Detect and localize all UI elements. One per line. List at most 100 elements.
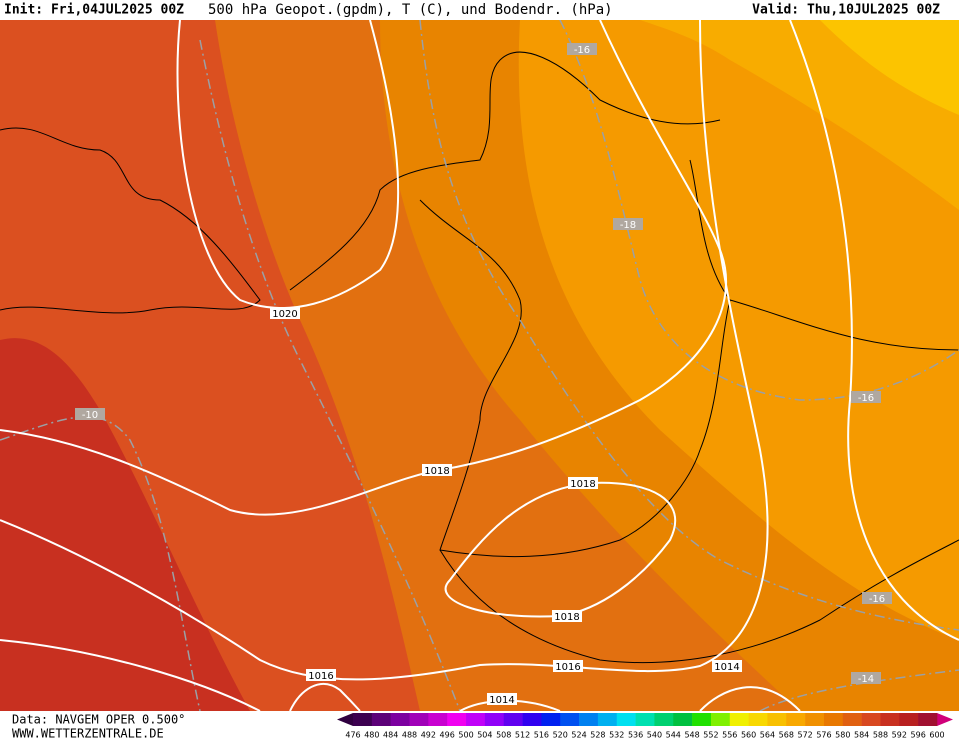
temperature-label-box: [613, 218, 643, 230]
header-band: [0, 0, 959, 20]
colorbar-label: 548: [684, 731, 699, 740]
colorbar-swatch: [353, 713, 373, 726]
data-source: Data: NAVGEM OPER 0.500°: [12, 713, 185, 727]
isobar: [176, 19, 400, 309]
colorbar-swatch: [842, 713, 862, 726]
colorbar-swatch: [409, 713, 429, 726]
isobar-label-box: [422, 464, 452, 476]
colorbar-label: 552: [703, 731, 718, 740]
isobar-labels: 1020 1018 1018 1018 1016 1016 1014 1014: [270, 307, 742, 706]
isobar: [789, 19, 959, 641]
isobar: [699, 686, 801, 712]
colorbar-swatch: [597, 713, 618, 726]
temperature-label-box: [567, 43, 597, 55]
isobars: [0, 19, 959, 712]
colorbar-swatch: [823, 713, 844, 726]
colorbar-label: 484: [383, 731, 398, 740]
colorbar-label: 488: [402, 731, 417, 740]
colorbar-label: 496: [440, 731, 455, 740]
colorbar-swatch: [880, 713, 900, 726]
isotherm: [199, 39, 461, 712]
isobar-label: 1014: [714, 662, 739, 673]
colorbar-label: 536: [628, 731, 643, 740]
map-title: 500 hPa Geopot.(gpdm), T (C), und Bodend…: [208, 2, 613, 18]
isobar: [0, 19, 769, 681]
temperature-lines: [0, 19, 959, 712]
colorbar-label: 584: [854, 731, 869, 740]
temperature-label-box: [862, 592, 892, 604]
colorbar-label: 508: [496, 731, 511, 740]
isobar: [0, 639, 261, 712]
colorbar-label: 556: [722, 731, 737, 740]
colorbar-swatch: [692, 713, 712, 726]
colorbar-swatch: [466, 713, 486, 726]
colorbar-swatch: [616, 713, 636, 726]
colorbar-swatch: [428, 713, 448, 726]
colorbar-label: 512: [515, 731, 530, 740]
colorbar-label: 560: [741, 731, 756, 740]
colorbar-swatch: [899, 713, 919, 726]
colorbar-swatch: [390, 713, 410, 726]
temperature-label-box: [851, 672, 881, 684]
border: [419, 159, 731, 558]
colorbar-swatch: [541, 713, 561, 726]
isotherm: [559, 19, 959, 401]
isobar-label-box: [270, 307, 300, 319]
colorbar-swatch: [522, 713, 542, 726]
colorbar-swatch: [729, 713, 749, 726]
colorbar-label: 540: [647, 731, 662, 740]
colorbar-swatch: [654, 713, 674, 726]
temperature-label: -18: [620, 220, 636, 231]
temperature-label: -16: [858, 393, 874, 404]
isobar-label: 1018: [424, 466, 449, 477]
colorbar-swatch: [673, 713, 693, 726]
colorbar-label: 532: [609, 731, 624, 740]
colorbar-swatch: [371, 713, 391, 726]
colorbar-label: 576: [816, 731, 831, 740]
colorbar-label: 492: [421, 731, 436, 740]
isobar-label: 1014: [489, 695, 514, 706]
colorbar-over: [937, 713, 953, 726]
colorbar-label: 600: [929, 731, 944, 740]
colorbar-label: 476: [345, 731, 360, 740]
isotherm: [759, 669, 959, 712]
temperature-label-box: [75, 408, 105, 420]
colorbar-swatch: [748, 713, 768, 726]
colorbar-label: 564: [760, 731, 775, 740]
colorbar-under: [337, 713, 353, 726]
shade: [820, 20, 959, 115]
colorbar-swatch: [635, 713, 655, 726]
colorbar-swatch: [560, 713, 580, 726]
colorbar-swatch: [447, 713, 467, 726]
temperature-label: -14: [858, 674, 874, 685]
colorbar-label: 528: [590, 731, 605, 740]
colorbar-label: 500: [458, 731, 473, 740]
website: WWW.WETTERZENTRALE.DE: [12, 727, 164, 741]
colorbar-label: 572: [797, 731, 812, 740]
temperature-label-box: [851, 391, 881, 403]
isotherm: [419, 19, 959, 631]
colorbar-label: 520: [553, 731, 568, 740]
isobar: [289, 683, 361, 712]
isobar-label: 1018: [554, 612, 579, 623]
colorbar-label: 480: [364, 731, 379, 740]
isobar: [0, 19, 728, 516]
colorbar-swatch: [710, 713, 731, 726]
colorbar-label: 568: [779, 731, 794, 740]
colorbar-swatch: [579, 713, 599, 726]
temperature-label: -16: [574, 45, 590, 56]
colorbar-label: 516: [534, 731, 549, 740]
border: [729, 299, 959, 351]
colorbar-label: 504: [477, 731, 492, 740]
valid-time: Valid: Thu,10JUL2025 00Z: [752, 3, 940, 18]
temperature-label: -10: [82, 410, 98, 421]
isobar-label: 1016: [308, 671, 333, 682]
isobar: [444, 481, 677, 618]
colorbar-swatch: [861, 713, 881, 726]
init-time: Init: Fri,04JUL2025 00Z: [4, 3, 184, 18]
isobar-label-box: [487, 693, 517, 705]
colorbar-swatch: [484, 713, 505, 726]
isobar-label: 1020: [272, 309, 297, 320]
coastline: [0, 127, 261, 314]
